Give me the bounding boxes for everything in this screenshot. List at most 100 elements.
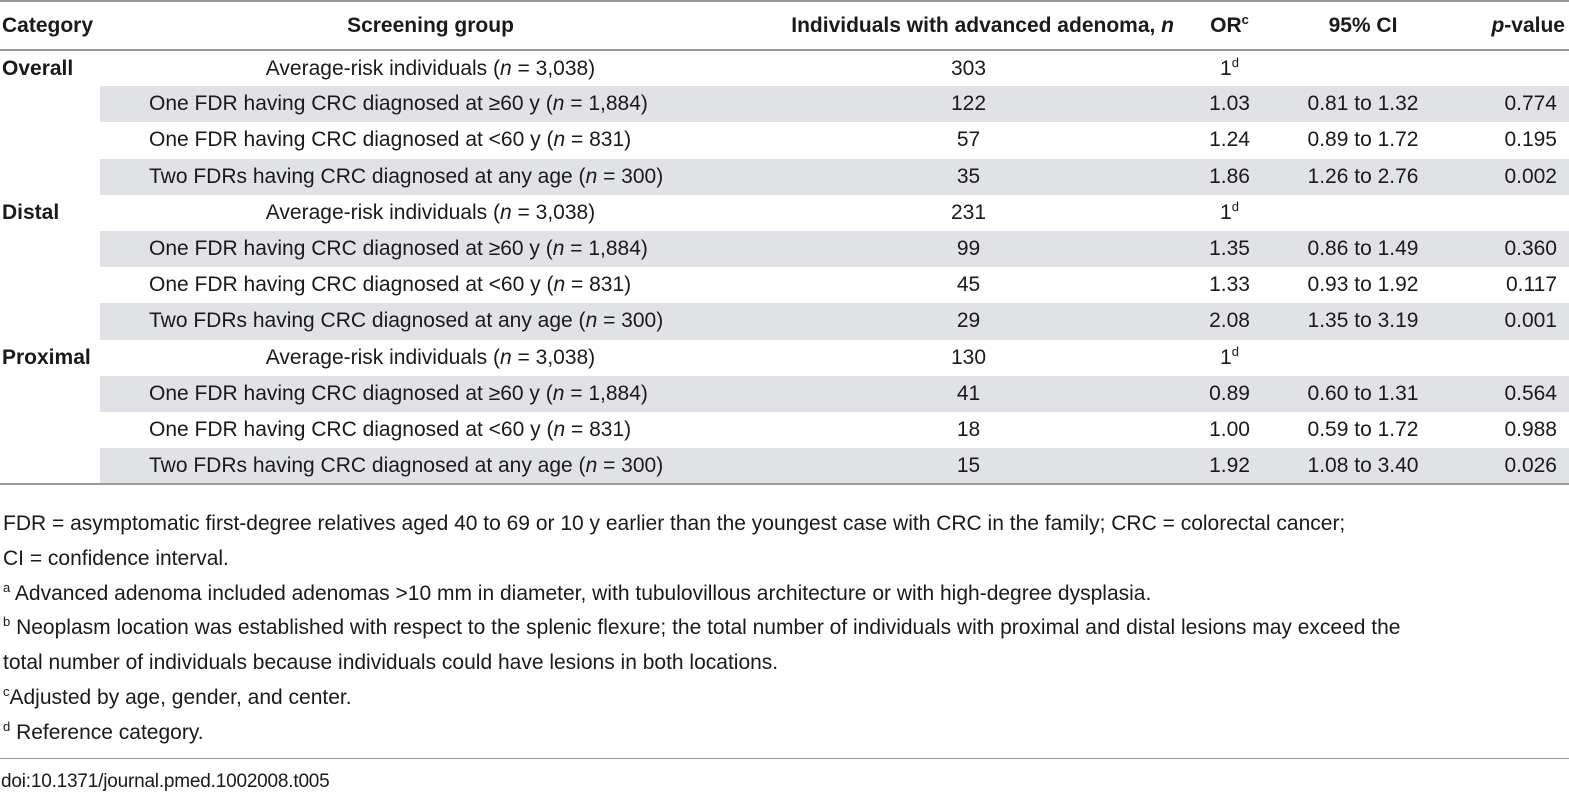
row-group-n: n [500, 56, 512, 80]
row-or: 1d [1176, 50, 1283, 86]
footnote-text: total number of individuals because indi… [3, 651, 779, 675]
row-group-count: = 3,038) [511, 56, 596, 80]
row-screening-group: One FDR having CRC diagnosed at <60 y (n… [100, 267, 761, 303]
footnote-line: FDR = asymptomatic first-degree relative… [3, 507, 1563, 542]
row-group-count: = 3,038) [511, 345, 596, 369]
row-screening-group: Average-risk individuals (n = 3,038) [100, 195, 761, 231]
table-row: Two FDRs having CRC diagnosed at any age… [0, 448, 1569, 486]
row-or: 1d [1176, 340, 1283, 376]
row-ci: 1.08 to 3.40 [1283, 448, 1443, 486]
row-screening-group: One FDR having CRC diagnosed at ≥60 y (n… [100, 375, 761, 412]
row-ci [1283, 340, 1443, 376]
footnote-line: cAdjusted by age, gender, and center. [3, 681, 1563, 716]
row-category: Distal [0, 194, 100, 231]
row-group-n: n [585, 164, 598, 188]
row-n-value: 18 [956, 417, 981, 441]
row-screening-group: One FDR having CRC diagnosed at ≥60 y (n… [100, 86, 761, 123]
header-or-text: OR [1210, 13, 1242, 37]
row-group-count: = 300) [597, 309, 664, 333]
footnote-marker: d [3, 718, 11, 734]
header-or-footnote: c [1241, 11, 1249, 27]
row-n-value: 303 [950, 56, 987, 80]
row-screening-group: Two FDRs having CRC diagnosed at any age… [100, 448, 761, 486]
table-header-row: Category Screening group Individuals wit… [0, 0, 1569, 51]
row-or: 1d [1176, 195, 1283, 231]
row-group-text: One FDR having CRC diagnosed at <60 y ( [149, 128, 554, 152]
table-row: Distal Average-risk individuals (n = 3,03… [0, 194, 1569, 231]
row-n-value: 45 [956, 273, 981, 297]
row-or-value: 1.86 [1209, 164, 1250, 188]
row-group-count: = 300) [597, 453, 664, 477]
header-individuals-n: n [1161, 13, 1174, 37]
row-n-value: 99 [761, 230, 1176, 268]
header-p-italic: p [1491, 13, 1505, 37]
row-or: 1.35 [1176, 230, 1283, 268]
row-or-footnote: d [1231, 198, 1239, 214]
row-p-value [1443, 340, 1569, 376]
row-or: 1.33 [1176, 267, 1283, 303]
row-n-value: 29 [761, 303, 1176, 340]
row-ci: 0.86 to 1.49 [1283, 230, 1443, 268]
row-group-text: Average-risk individuals ( [265, 200, 501, 224]
row-category [0, 411, 100, 449]
header-screening-group: Screening group [100, 0, 761, 51]
row-or-footnote: d [1231, 54, 1239, 70]
table-row: Proximal Average-risk individuals (n = 3,… [0, 339, 1569, 376]
row-group-n: n [552, 381, 565, 405]
table-row: Overall Average-risk individuals (n = 3,0… [0, 50, 1569, 87]
row-or-value: 1.92 [1209, 453, 1250, 477]
row-ci: 0.93 to 1.92 [1307, 273, 1419, 297]
row-or-value: 1.33 [1209, 273, 1250, 297]
row-group-text: One FDR having CRC diagnosed at <60 y ( [149, 417, 554, 441]
row-p-value: 0.117 [1506, 273, 1557, 297]
row-group-text: Two FDRs having CRC diagnosed at any age… [149, 309, 586, 333]
row-group-count: = 300) [597, 164, 664, 188]
row-or: 1.86 [1176, 158, 1283, 195]
footnote-marker: a [3, 579, 11, 595]
footnote-text: Neoplasm location was established with r… [10, 616, 1401, 640]
row-p-value: 0.564 [1443, 375, 1569, 412]
row-category [0, 303, 100, 340]
footnote-text: Advanced adenoma included adenomas >10 m… [10, 581, 1152, 605]
header-p-suffix: -value [1504, 13, 1565, 37]
row-group-text: One FDR having CRC diagnosed at <60 y ( [149, 273, 554, 297]
row-p-value [1443, 195, 1569, 231]
table-row: One FDR having CRC diagnosed at <60 y (n… [0, 411, 1569, 449]
header-category: Category [0, 0, 100, 51]
footnote-text: FDR = asymptomatic first-degree relative… [3, 512, 1346, 535]
row-group-text: Average-risk individuals ( [265, 345, 501, 369]
header-p-value: p-value [1443, 0, 1569, 51]
row-group-n: n [553, 273, 566, 297]
row-screening-group: Two FDRs having CRC diagnosed at any age… [100, 158, 761, 195]
row-screening-group: One FDR having CRC diagnosed at <60 y (n… [100, 412, 761, 448]
row-ci: 1.35 to 3.19 [1283, 303, 1443, 340]
row-ci: 0.89 to 1.72 [1307, 128, 1419, 152]
row-group-text: Two FDRs having CRC diagnosed at any age… [149, 453, 586, 477]
row-n-value: 15 [761, 448, 1176, 486]
row-p-value: 0.360 [1443, 230, 1569, 268]
row-group-count: = 3,038) [511, 200, 596, 224]
row-group-count: = 831) [565, 273, 632, 297]
footnote-line: total number of individuals because indi… [3, 646, 1563, 681]
row-or-value: 1 [1220, 200, 1232, 224]
row-category [0, 448, 100, 486]
row-screening-group: Two FDRs having CRC diagnosed at any age… [100, 303, 761, 340]
row-ci: 0.59 to 1.72 [1307, 417, 1419, 441]
footnote-text: Reference category. [10, 720, 204, 744]
row-p-value: 0.002 [1443, 158, 1569, 195]
footnote-line: d Reference category. [3, 716, 1563, 751]
row-p-value [1443, 50, 1569, 86]
row-group-count: = 1,884) [564, 237, 648, 261]
row-or-value: 1.00 [1209, 417, 1250, 441]
footnote-text: CI = confidence interval. [3, 546, 229, 570]
table-row: One FDR having CRC diagnosed at ≥60 y (n… [0, 86, 1569, 123]
row-ci: 1.26 to 2.76 [1283, 158, 1443, 195]
row-category: Proximal [0, 339, 100, 376]
results-table-container: Category Screening group Individuals wit… [0, 0, 1569, 486]
row-p-value: 0.195 [1504, 128, 1557, 152]
row-or: 1.24 [1176, 122, 1283, 158]
row-or: 1.92 [1176, 448, 1283, 486]
footnote-line: a Advanced adenoma included adenomas >10… [3, 577, 1563, 612]
row-group-n: n [585, 453, 598, 477]
footnote-line: CI = confidence interval. [3, 542, 1563, 577]
